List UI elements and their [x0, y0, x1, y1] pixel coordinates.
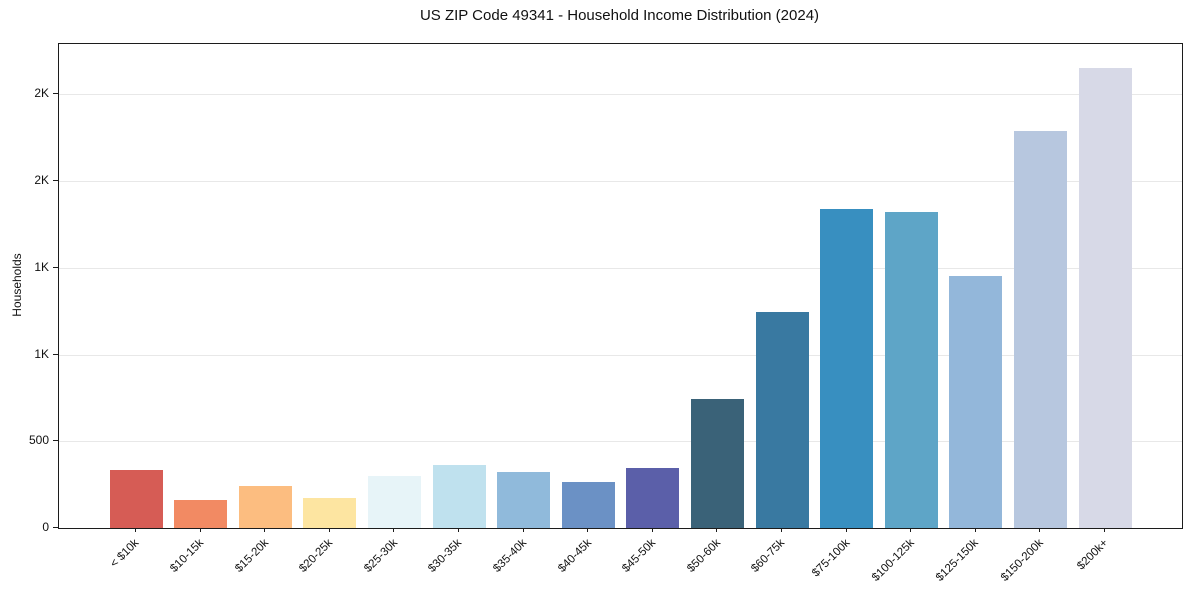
bar [238, 486, 292, 528]
x-tick-label: $40-45k [555, 537, 594, 575]
gridline [59, 181, 1182, 183]
y-tick-label: 1K [34, 259, 49, 274]
x-tick-label: $45-50k [620, 537, 659, 575]
x-tick-label: $35-40k [491, 537, 530, 575]
bar [949, 275, 1003, 528]
bar [626, 468, 680, 528]
x-tick-mark [328, 528, 330, 532]
x-tick-label: $20-25k [297, 537, 336, 575]
x-tick-mark [264, 528, 266, 532]
y-tick-mark [53, 93, 58, 95]
bar [303, 498, 357, 528]
x-tick-mark [1039, 528, 1041, 532]
bar [367, 476, 421, 528]
y-tick-label: 2K [34, 86, 49, 101]
x-tick-label: $10-15k [168, 537, 207, 575]
x-tick-mark [393, 528, 395, 532]
x-tick-label: < $10k [108, 537, 142, 571]
bar [1013, 130, 1067, 528]
x-tick-mark [199, 528, 201, 532]
bar [690, 398, 744, 528]
y-tick-label: 0 [42, 520, 49, 534]
x-tick-label: $30-35k [426, 537, 465, 575]
y-tick-label: 1K [34, 346, 49, 361]
bar [497, 472, 551, 528]
gridline [59, 267, 1182, 269]
bar [109, 469, 163, 528]
bar [432, 465, 486, 528]
x-tick-label: $60-75k [749, 537, 788, 575]
x-tick-mark [974, 528, 976, 532]
bar [755, 311, 809, 528]
y-axis-label: Households [10, 253, 24, 317]
y-tick-mark [53, 440, 58, 442]
y-tick-mark [53, 527, 58, 528]
x-tick-mark [1104, 528, 1105, 532]
x-tick-label: $50-60k [685, 537, 723, 575]
gridline [59, 441, 1182, 443]
x-tick-mark [716, 528, 718, 532]
bar [1078, 68, 1132, 528]
x-tick-label: $15-20k [232, 537, 271, 575]
y-tick-label: 500 [28, 433, 49, 448]
y-tick-label: 2K [34, 173, 49, 188]
y-tick-mark [53, 353, 58, 355]
plot-area [58, 43, 1183, 529]
bar [820, 208, 874, 528]
x-tick-mark [522, 528, 524, 532]
gridline [59, 94, 1182, 96]
x-tick-mark [651, 528, 653, 532]
bar [561, 482, 615, 528]
x-tick-label: $125-150k [934, 537, 982, 584]
gridline [59, 354, 1182, 356]
chart-title: US ZIP Code 49341 - Household Income Dis… [419, 7, 820, 24]
x-tick-mark [587, 528, 589, 532]
bar [174, 500, 228, 528]
x-tick-mark [135, 528, 136, 532]
x-tick-label: $200k+ [1075, 537, 1111, 573]
x-tick-mark [910, 528, 912, 532]
bar [884, 212, 938, 528]
x-tick-label: $75-100k [809, 537, 853, 580]
x-tick-mark [781, 528, 782, 532]
x-tick-label: $100-125k [869, 537, 917, 584]
x-tick-label: $150-200k [998, 537, 1046, 584]
x-tick-label: $25-30k [362, 537, 400, 575]
x-tick-mark [458, 528, 459, 532]
x-tick-mark [845, 528, 847, 532]
y-tick-mark [53, 266, 58, 268]
y-tick-mark [53, 180, 58, 182]
